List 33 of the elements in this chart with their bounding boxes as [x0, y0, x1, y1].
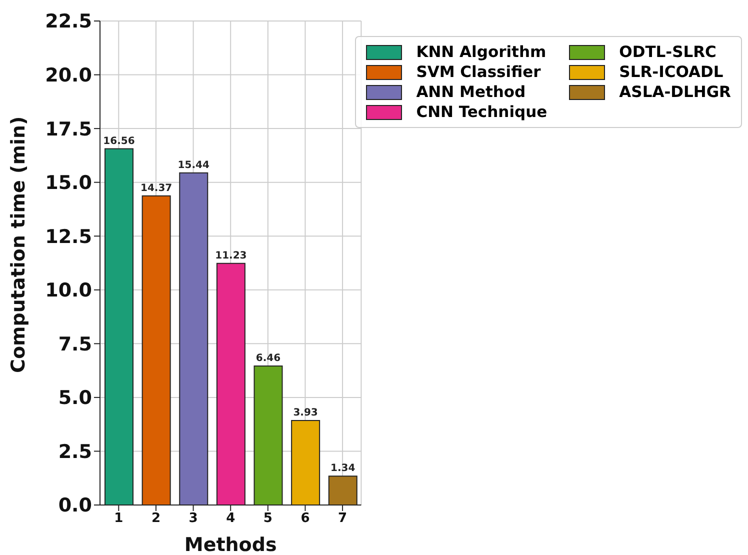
y-tick-label: 17.5: [45, 118, 92, 140]
y-tick-label: 20.0: [45, 64, 92, 87]
legend-label: SVM Classifier: [416, 63, 541, 81]
legend-label: SLR-ICOADL: [619, 63, 724, 81]
data-label: 1.34: [330, 463, 356, 474]
x-tick-label: 6: [300, 511, 310, 526]
y-axis-title: Computation time (min): [8, 116, 30, 373]
y-tick-label: 5.0: [58, 387, 92, 410]
y-tick-label: 10.0: [45, 280, 92, 302]
y-tick-label: 22.5: [45, 10, 92, 33]
x-tick-label: 2: [151, 511, 160, 526]
legend-label: CNN Technique: [416, 103, 548, 121]
x-tick-label: 7: [338, 511, 348, 526]
y-tick-label: 7.5: [58, 333, 92, 356]
legend-label: ODTL-SLRC: [619, 43, 716, 61]
data-label: 14.37: [140, 182, 172, 194]
y-tick-label: 0.0: [58, 494, 92, 517]
data-label: 3.93: [293, 407, 318, 418]
x-tick-label: 3: [188, 511, 198, 526]
x-tick-label: 1: [114, 511, 124, 526]
x-axis-title: Methods: [184, 534, 277, 555]
legend-label: ASLA-DLHGR: [619, 83, 731, 101]
legend-label: KNN Algorithm: [416, 43, 546, 61]
x-tick-label: 4: [226, 511, 236, 526]
x-tick-label: 5: [263, 511, 272, 526]
y-tick-label: 2.5: [58, 440, 92, 463]
data-label: 15.44: [178, 160, 210, 171]
y-tick-label: 15.0: [45, 172, 92, 194]
y-tick-label: 12.5: [45, 226, 92, 248]
data-label: 6.46: [256, 353, 281, 364]
legend-label: ANN Method: [416, 83, 526, 101]
data-label: 16.56: [103, 136, 135, 147]
data-label: 11.23: [215, 250, 247, 262]
